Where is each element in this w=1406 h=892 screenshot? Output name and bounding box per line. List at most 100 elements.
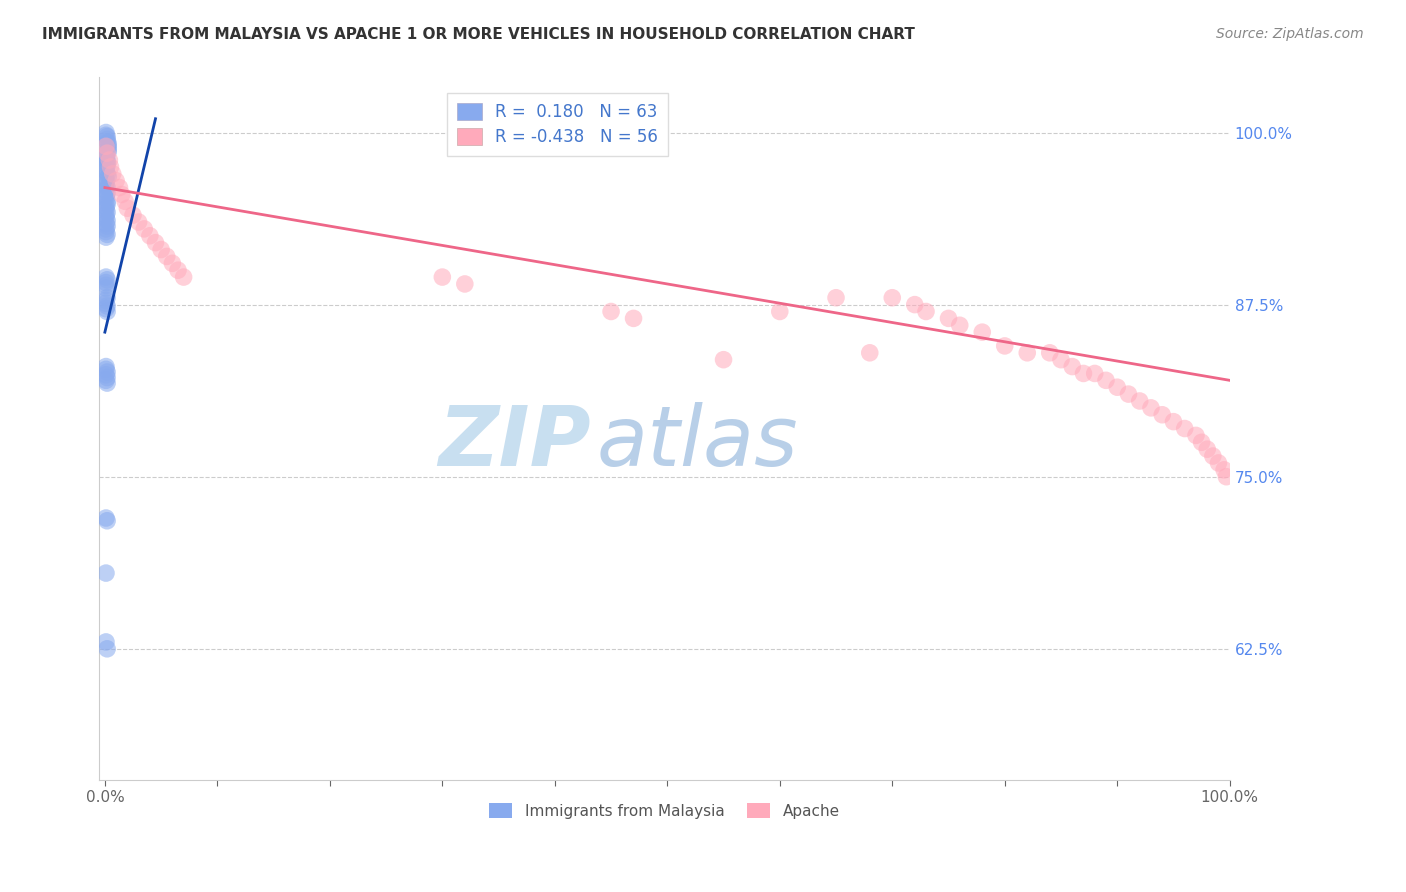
Point [139, 228, 162, 243]
Point [1129, 394, 1152, 409]
Point [145, 235, 167, 250]
Point [134, 222, 156, 236]
Point [96, 227, 118, 242]
Point [96, 370, 118, 384]
Point [882, 291, 904, 305]
Point [1174, 421, 1197, 435]
Point [94, 368, 117, 382]
Point [600, 304, 623, 318]
Point [96, 299, 118, 313]
Point [949, 318, 972, 333]
Point [96, 376, 118, 390]
Point [96, 205, 118, 219]
Point [94, 278, 117, 293]
Point [96, 132, 118, 146]
Point [94, 211, 117, 225]
Point [97, 142, 120, 156]
Point [94, 150, 117, 164]
Point [96, 641, 118, 656]
Point [97, 139, 120, 153]
Point [94, 161, 117, 176]
Point [96, 159, 118, 173]
Point [94, 164, 117, 178]
Point [96, 167, 118, 181]
Point [111, 187, 134, 202]
Point [1118, 387, 1140, 401]
Point [96, 273, 118, 287]
Point [94, 270, 117, 285]
Point [150, 243, 173, 257]
Point [94, 566, 117, 580]
Point [94, 281, 117, 295]
Point [94, 230, 117, 244]
Point [94, 139, 117, 153]
Point [114, 194, 136, 209]
Point [1095, 373, 1118, 387]
Point [94, 200, 117, 214]
Point [432, 270, 454, 285]
Point [94, 276, 117, 290]
Point [96, 304, 118, 318]
Point [1191, 435, 1213, 450]
Point [94, 172, 117, 186]
Point [105, 174, 128, 188]
Point [94, 635, 117, 649]
Point [915, 304, 938, 318]
Point [96, 156, 118, 170]
Point [96, 186, 118, 200]
Point [713, 352, 735, 367]
Point [94, 216, 117, 230]
Point [108, 180, 131, 194]
Point [100, 160, 122, 174]
Point [994, 339, 1017, 353]
Point [1152, 408, 1174, 422]
Point [769, 304, 792, 318]
Point [454, 277, 477, 291]
Point [1084, 367, 1107, 381]
Point [859, 346, 882, 360]
Point [94, 373, 117, 387]
Point [938, 311, 960, 326]
Legend: Immigrants from Malaysia, Apache: Immigrants from Malaysia, Apache [484, 797, 845, 824]
Point [1215, 469, 1237, 483]
Point [97, 136, 120, 151]
Text: Source: ZipAtlas.com: Source: ZipAtlas.com [1216, 27, 1364, 41]
Point [128, 215, 150, 229]
Point [972, 325, 994, 339]
Text: atlas: atlas [596, 402, 799, 483]
Point [94, 126, 117, 140]
Point [94, 222, 117, 236]
Point [94, 225, 117, 239]
Point [94, 208, 117, 222]
Point [1208, 456, 1230, 470]
Point [96, 135, 118, 149]
Point [94, 128, 117, 143]
Point [1107, 380, 1129, 394]
Point [94, 147, 117, 161]
Point [94, 511, 117, 525]
Point [156, 249, 179, 263]
Point [1213, 463, 1236, 477]
Point [1073, 367, 1095, 381]
Point [1039, 346, 1062, 360]
Point [94, 293, 117, 308]
Point [94, 192, 117, 206]
Point [97, 145, 120, 159]
Point [94, 359, 117, 374]
Text: IMMIGRANTS FROM MALAYSIA VS APACHE 1 OR MORE VEHICLES IN HOUSEHOLD CORRELATION C: IMMIGRANTS FROM MALAYSIA VS APACHE 1 OR … [42, 27, 915, 42]
Point [94, 178, 117, 192]
Point [98, 153, 121, 167]
Point [162, 256, 184, 270]
Point [96, 514, 118, 528]
Point [96, 180, 118, 194]
Point [167, 263, 190, 277]
Point [94, 189, 117, 203]
Point [1017, 346, 1039, 360]
Point [1197, 442, 1219, 457]
Point [96, 213, 118, 227]
Point [117, 201, 139, 215]
Point [94, 175, 117, 189]
Point [96, 129, 118, 144]
Point [94, 301, 117, 316]
Point [97, 169, 120, 184]
